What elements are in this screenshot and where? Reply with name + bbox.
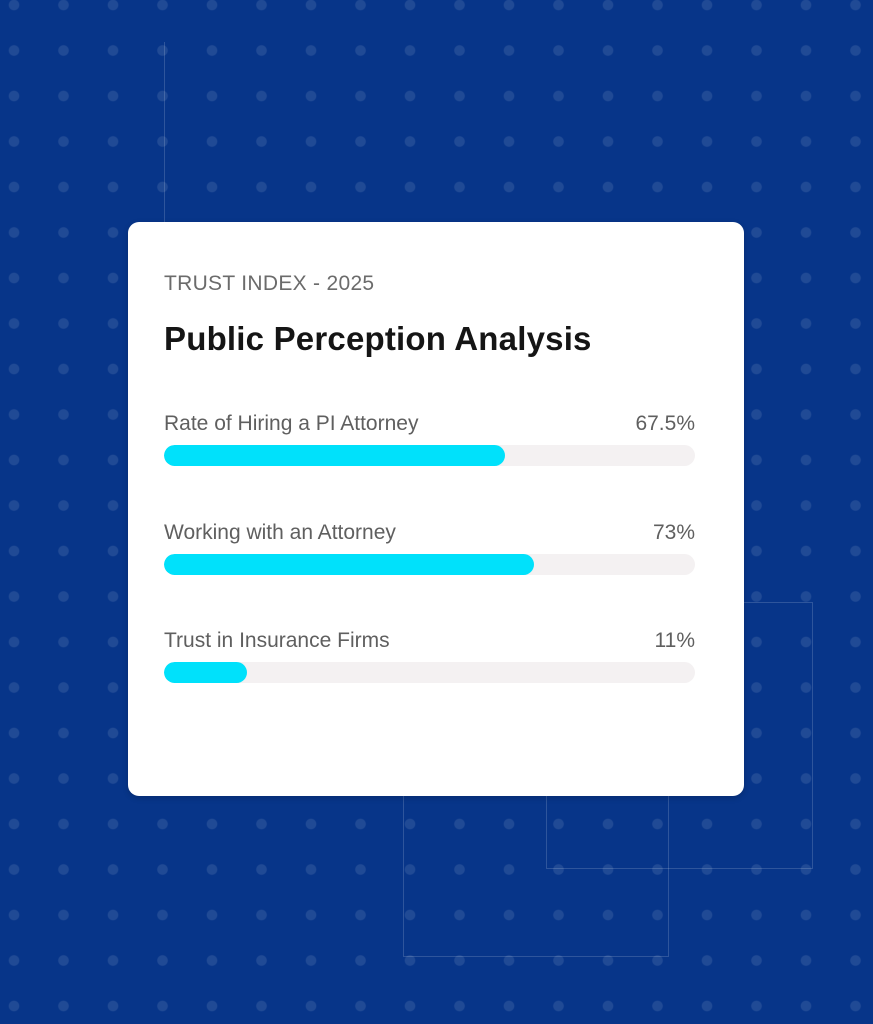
progress-track xyxy=(164,662,695,683)
progress-fill xyxy=(164,554,535,575)
metric-hiring-pi-attorney: Rate of Hiring a PI Attorney 67.5% xyxy=(164,409,695,469)
progress-fill xyxy=(164,445,505,466)
metric-value: 67.5% xyxy=(635,412,695,435)
metric-working-with-attorney: Working with an Attorney 73% xyxy=(164,518,695,578)
perception-card: TRUST INDEX - 2025 Public Perception Ana… xyxy=(128,222,744,796)
card-title: Public Perception Analysis xyxy=(164,320,592,357)
metric-label: Working with an Attorney xyxy=(164,521,396,544)
decorative-outline-rect-bottom xyxy=(403,780,669,957)
metric-trust-insurance-firms: Trust in Insurance Firms 11% xyxy=(164,626,695,686)
metric-label: Rate of Hiring a PI Attorney xyxy=(164,412,419,435)
metric-value: 73% xyxy=(652,521,695,544)
progress-track xyxy=(164,554,695,575)
progress-fill xyxy=(164,662,247,683)
card-eyebrow: TRUST INDEX - 2025 xyxy=(164,272,375,295)
progress-track xyxy=(164,445,695,466)
decorative-vertical-line xyxy=(164,42,165,222)
metric-label: Trust in Insurance Firms xyxy=(164,629,390,652)
metric-value: 11% xyxy=(654,629,695,652)
